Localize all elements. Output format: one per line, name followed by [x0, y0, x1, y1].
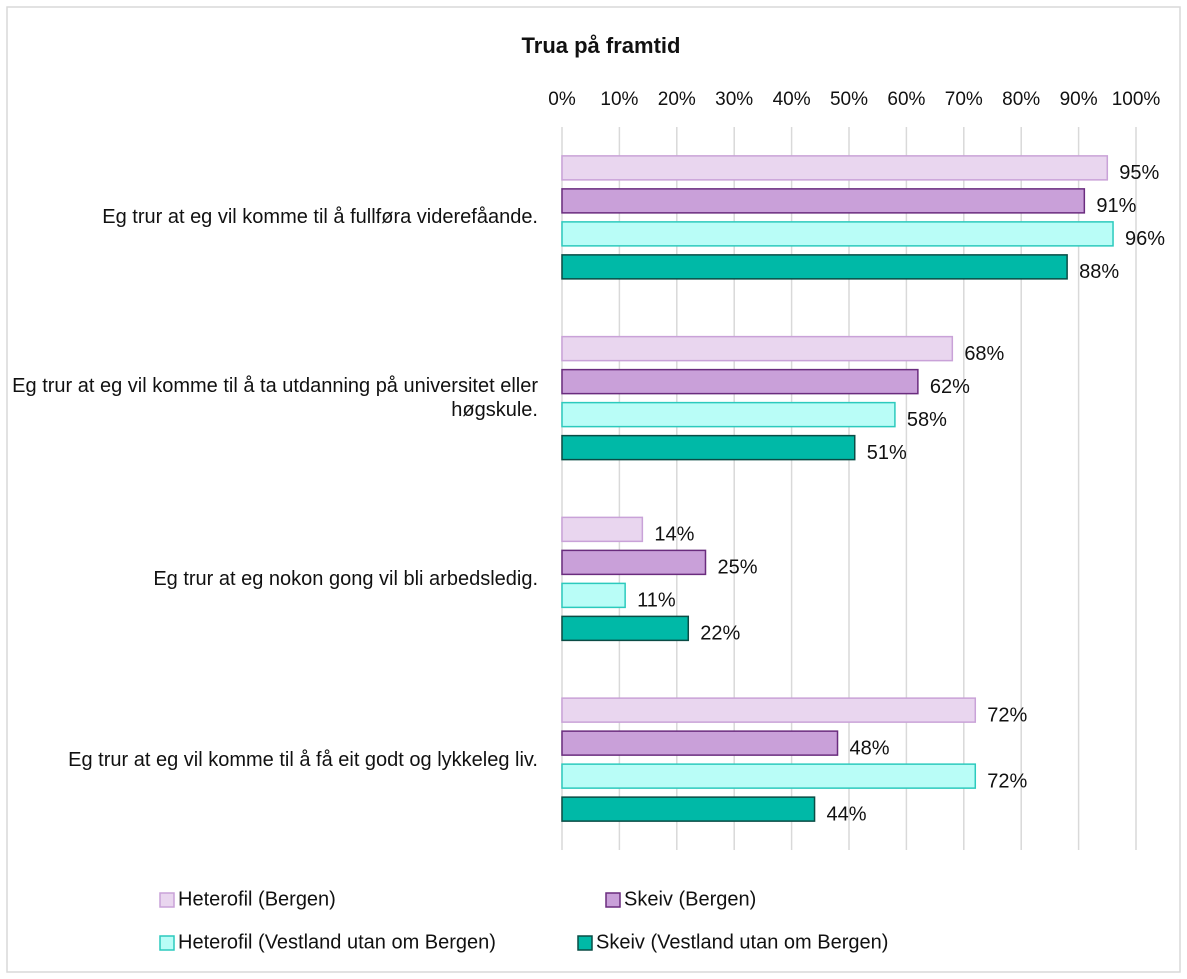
data-label: 11%: [637, 590, 676, 612]
x-tick-label: 50%: [830, 89, 868, 110]
bar: [561, 582, 626, 609]
x-tick-label: 30%: [715, 89, 753, 110]
data-label: 72%: [987, 770, 1027, 792]
category-label-box: Eg trur at eg vil komme til å ta utdanni…: [12, 375, 538, 422]
data-label: 68%: [964, 343, 1004, 365]
x-tick-label: 10%: [600, 89, 638, 110]
bar: [561, 368, 919, 395]
bar: [561, 763, 977, 789]
y-tick-label: Eg trur at eg vil komme til å få eit god…: [68, 748, 538, 771]
bar: [561, 155, 1109, 181]
data-label: 51%: [867, 442, 907, 464]
chart-frame: [6, 6, 1181, 973]
legend-swatch: [605, 892, 621, 908]
data-label: 58%: [907, 409, 947, 431]
data-label: 14%: [654, 524, 694, 546]
data-label: 48%: [850, 737, 890, 759]
data-label: 91%: [1096, 195, 1136, 217]
x-tick-label: 60%: [887, 89, 925, 110]
x-tick-label: 90%: [1060, 89, 1098, 110]
y-tick-label: Eg trur at eg nokon gong vil bli arbedsl…: [153, 567, 538, 590]
bar: [561, 434, 856, 461]
data-label: 25%: [718, 557, 758, 579]
bar: [561, 615, 690, 642]
x-tick-label: 40%: [773, 89, 811, 110]
legend-swatch: [577, 935, 593, 951]
bar: [561, 221, 1114, 247]
category-label-box: Eg trur at eg nokon gong vil bli arbedsl…: [153, 567, 538, 590]
legend-label: Heterofil (Vestland utan om Bergen): [178, 931, 496, 953]
x-tick-label: 0%: [548, 89, 576, 110]
data-label: 95%: [1119, 162, 1159, 184]
bar: [561, 516, 644, 543]
data-label: 88%: [1079, 261, 1119, 283]
data-label: 62%: [930, 376, 970, 398]
bar: [561, 549, 707, 576]
bar: [561, 697, 977, 723]
x-tick-label: 100%: [1112, 89, 1161, 110]
bar: [561, 401, 896, 428]
bar: [561, 335, 954, 362]
x-tick-label: 80%: [1002, 89, 1040, 110]
bar: [561, 254, 1068, 280]
y-tick-label: Eg trur at eg vil komme til å fullføra v…: [102, 206, 538, 229]
data-label: 96%: [1125, 228, 1165, 250]
x-tick-label: 70%: [945, 89, 983, 110]
bar: [561, 188, 1086, 214]
data-label: 22%: [700, 623, 740, 645]
data-label: 72%: [987, 704, 1027, 726]
legend-label: Skeiv (Bergen): [624, 888, 756, 910]
bar: [561, 730, 839, 756]
legend-swatch: [159, 892, 175, 908]
category-label-box: Eg trur at eg vil komme til å fullføra v…: [102, 206, 538, 229]
bar: [561, 796, 816, 822]
chart-title: Trua på framtid: [522, 33, 681, 58]
legend-label: Skeiv (Vestland utan om Bergen): [596, 931, 888, 953]
data-label: 44%: [827, 803, 867, 825]
legend-label: Heterofil (Bergen): [178, 888, 336, 910]
y-tick-label: Eg trur at eg vil komme til å ta utdanni…: [12, 375, 538, 422]
category-label-box: Eg trur at eg vil komme til å få eit god…: [68, 748, 538, 771]
x-tick-label: 20%: [658, 89, 696, 110]
legend-swatch: [159, 935, 175, 951]
